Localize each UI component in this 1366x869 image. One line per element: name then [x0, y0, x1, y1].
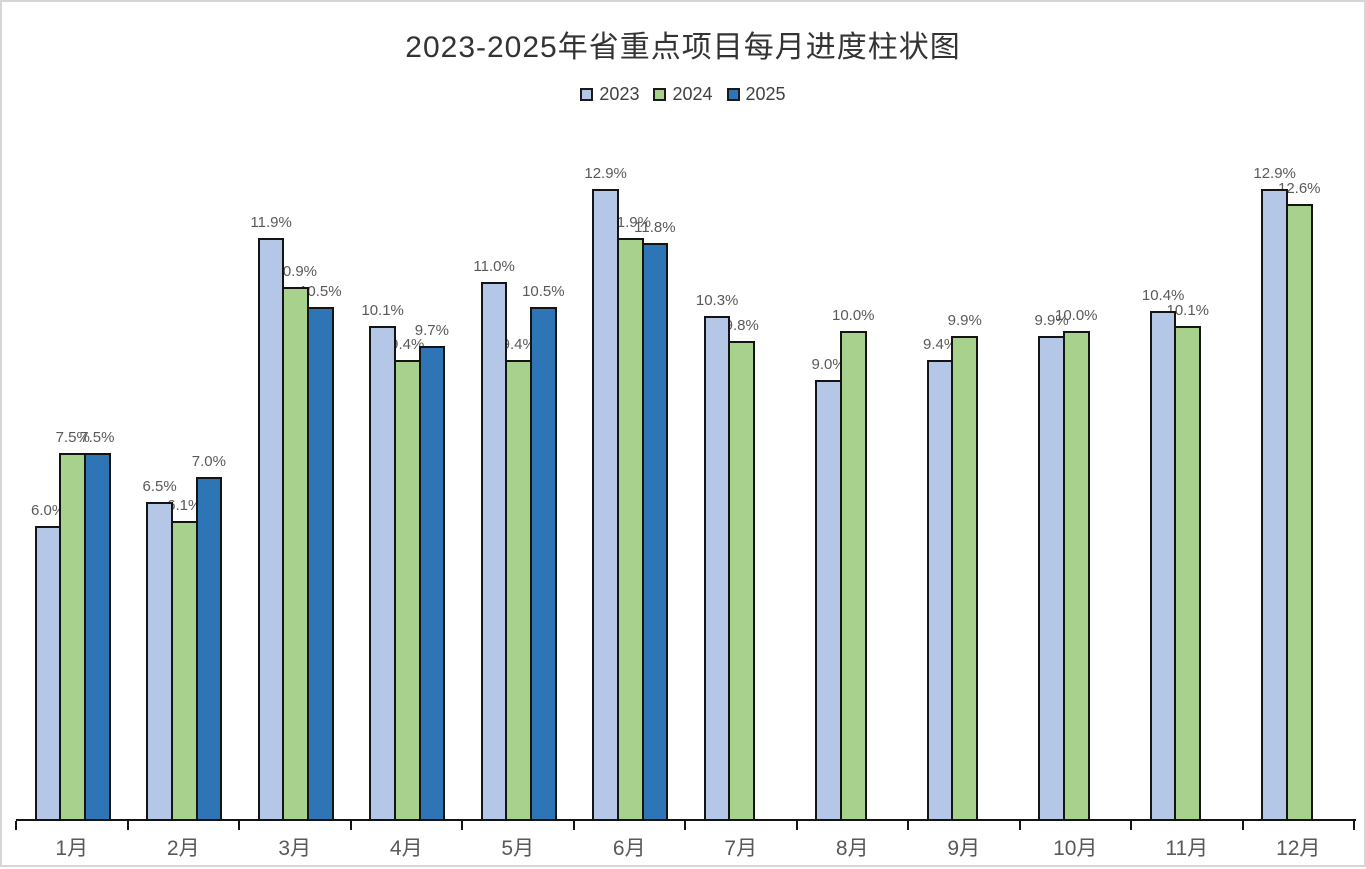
bar-label-2024-2月: 6.1% — [167, 497, 202, 515]
bar-label-2025-4月: 9.7% — [414, 321, 449, 339]
bar-label-2024-7月: 9.8% — [724, 316, 759, 334]
bar-label-2024-1月: 7.5% — [55, 429, 90, 446]
bar-2024-10月 — [1062, 331, 1090, 819]
bar-2023-12月 — [1261, 189, 1288, 819]
bar-2023-7月 — [703, 316, 731, 819]
bar-label-2023-11月: 10.4% — [1141, 287, 1185, 305]
bar-label-2023-5月: 11.0% — [473, 258, 515, 276]
x-axis-label-10月: 10月 — [1053, 837, 1098, 860]
bar-label-2024-6月: 11.9% — [609, 214, 651, 232]
bar-label-2023-3月: 11.9% — [250, 214, 292, 232]
legend-swatch-2024 — [653, 88, 667, 101]
legend-swatch-2025 — [726, 88, 740, 101]
bar-2024-6月 — [616, 238, 644, 819]
bar-label-2025-5月: 10.5% — [522, 282, 565, 300]
bar-label-2023-4月: 10.1% — [361, 302, 404, 320]
x-axis-tick — [572, 821, 575, 830]
bar-label-2024-12月: 12.6% — [1277, 180, 1321, 198]
bar-label-2024-11月: 10.1% — [1166, 302, 1210, 320]
bar-2023-4月 — [369, 326, 396, 819]
bar-label-2024-8月: 10.0% — [831, 307, 875, 324]
bar-2023-1月 — [34, 526, 62, 819]
bar-label-2023-8月: 9.0% — [811, 355, 846, 373]
bar-2024-12月 — [1285, 204, 1313, 819]
bar-2024-9月 — [951, 335, 979, 819]
bar-2023-5月 — [480, 282, 508, 819]
bar-2024-1月 — [59, 453, 87, 819]
bar-2023-11月 — [1149, 311, 1177, 819]
bar-2025-5月 — [530, 306, 557, 819]
bar-2025-3月 — [307, 306, 334, 819]
bar-label-2023-9月: 9.4% — [923, 336, 958, 354]
bar-label-2024-3月: 10.9% — [274, 263, 318, 281]
x-axis-label-9月: 9月 — [947, 837, 981, 860]
bar-label-2023-10月: 9.9% — [1034, 311, 1069, 329]
x-axis-tick — [1353, 821, 1355, 830]
chart-title: 2023-2025年省重点项目每月进度柱状图 — [405, 31, 961, 64]
bar-label-2024-4月: 9.4% — [390, 336, 425, 354]
x-axis-line — [16, 819, 1356, 821]
bar-label-2025-1月: 7.5% — [80, 429, 115, 446]
legend-label: 2024 — [672, 84, 713, 104]
bar-2024-2月 — [170, 521, 198, 819]
bar-2023-8月 — [815, 379, 842, 819]
x-axis-label-1月: 1月 — [55, 837, 89, 860]
x-axis-tick — [238, 821, 240, 830]
legend-swatch-2023 — [580, 88, 594, 101]
x-axis-tick — [126, 821, 129, 830]
bar-2023-9月 — [926, 360, 954, 819]
legend: 2023 2024 2025 — [2, 84, 1364, 105]
legend-item-2023[interactable]: 2023 — [580, 84, 639, 105]
x-axis-label-7月: 7月 — [724, 837, 758, 860]
bar-2025-4月 — [418, 345, 446, 819]
x-axis-tick — [461, 821, 463, 830]
bar-label-2024-9月: 9.9% — [947, 311, 982, 329]
bar-label-2023-2月: 6.5% — [142, 477, 177, 495]
legend-item-2024[interactable]: 2024 — [653, 84, 713, 105]
bar-label-2023-6月: 12.9% — [584, 165, 627, 183]
bar-2024-11月 — [1174, 326, 1202, 819]
bar-label-2024-5月: 9.4% — [501, 336, 536, 354]
x-axis-tick — [1130, 821, 1132, 830]
x-axis-label-4月: 4月 — [389, 837, 423, 860]
bar-2025-1月 — [84, 453, 111, 819]
x-axis-label-5月: 5月 — [501, 837, 535, 860]
x-axis-label-12月: 12月 — [1276, 837, 1321, 860]
x-axis-label-11月: 11月 — [1165, 837, 1209, 860]
x-axis-tick — [684, 821, 686, 830]
bar-2023-6月 — [592, 189, 619, 819]
legend-item-2025[interactable]: 2025 — [726, 84, 786, 105]
bar-2023-3月 — [257, 238, 285, 819]
x-axis-tick — [1241, 821, 1244, 830]
x-axis-label-3月: 3月 — [278, 837, 312, 860]
bar-2023-2月 — [146, 501, 173, 819]
x-axis-label-2月: 2月 — [166, 837, 200, 860]
x-axis-label-6月: 6月 — [612, 837, 646, 860]
bar-2025-2月 — [195, 477, 223, 819]
bar-label-2025-6月: 11.8% — [634, 219, 676, 237]
bar-2024-5月 — [505, 360, 533, 819]
legend-label: 2025 — [745, 84, 786, 104]
bar-2024-4月 — [393, 360, 421, 819]
bar-2025-6月 — [641, 243, 669, 819]
x-axis-tick — [1018, 821, 1021, 830]
bar-label-2023-7月: 10.3% — [695, 292, 739, 310]
legend-label: 2023 — [599, 84, 640, 104]
bar-2024-3月 — [282, 287, 310, 819]
bar-label-2025-2月: 7.0% — [191, 453, 226, 471]
x-axis-tick — [349, 821, 352, 830]
x-axis-tick — [795, 821, 798, 830]
bar-label-2023-1月: 6.0% — [31, 502, 66, 520]
bar-label-2023-12月: 12.9% — [1253, 165, 1296, 183]
bar-2023-10月 — [1038, 335, 1065, 819]
bar-2024-7月 — [728, 340, 756, 819]
bar-label-2024-10月: 10.0% — [1054, 307, 1098, 324]
x-axis-tick — [907, 821, 909, 830]
bar-label-2025-3月: 10.5% — [299, 282, 342, 300]
x-axis-tick — [15, 821, 17, 830]
x-axis-label-8月: 8月 — [835, 837, 869, 860]
bar-2024-8月 — [839, 331, 867, 819]
